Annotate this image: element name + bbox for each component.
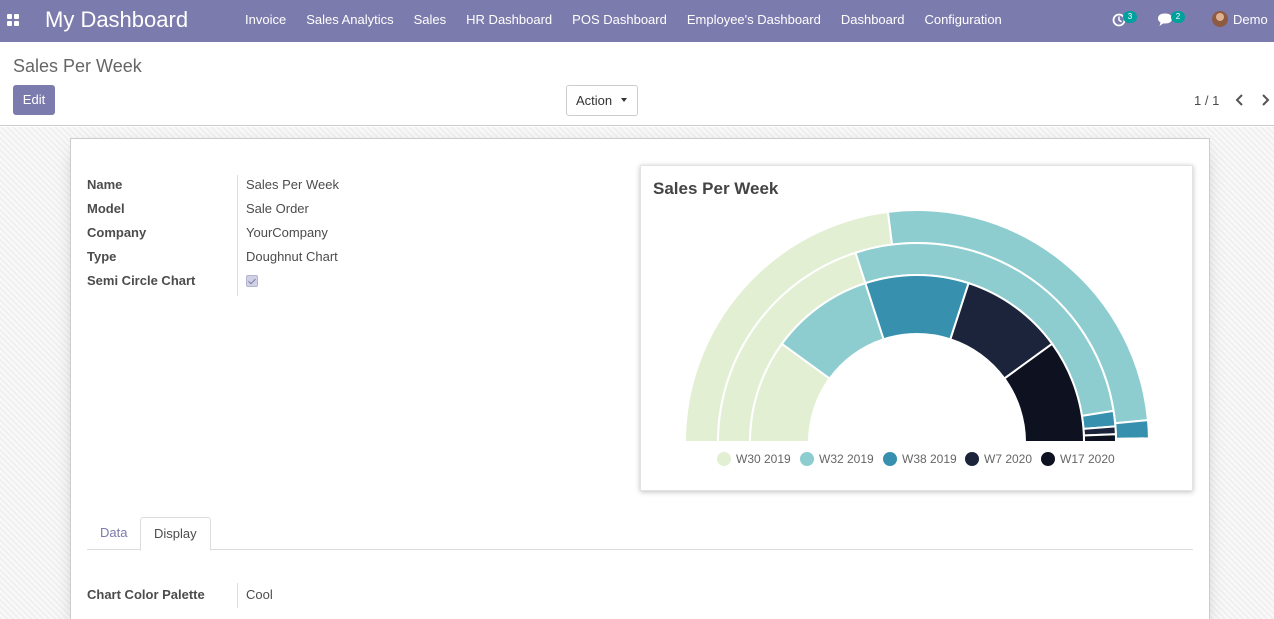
legend-label: W38 2019: [902, 452, 957, 466]
field-model: Model Sale Order: [87, 197, 587, 221]
action-dropdown-button[interactable]: Action: [566, 85, 638, 116]
edit-button[interactable]: Edit: [13, 85, 55, 115]
legend-label: W30 2019: [736, 452, 791, 466]
legend-swatch: [1041, 452, 1055, 466]
legend-item-w7-2020[interactable]: W7 2020: [965, 452, 1032, 466]
menu-item-hr-dashboard[interactable]: HR Dashboard: [466, 12, 553, 27]
legend-label: W17 2020: [1060, 452, 1115, 466]
legend-item-w38-2019[interactable]: W38 2019: [883, 452, 957, 466]
menu-item-invoice[interactable]: Invoice: [245, 12, 287, 27]
messaging-menu[interactable]: 2: [1155, 0, 1189, 42]
top-navbar: My Dashboard Invoice Sales Analytics Sal…: [0, 0, 1274, 42]
field-label: Chart Color Palette: [87, 587, 205, 602]
field-label: Name: [87, 177, 123, 192]
legend-label: W7 2020: [984, 452, 1032, 466]
field-label: Company: [87, 225, 147, 240]
menu-item-sales[interactable]: Sales: [413, 12, 447, 27]
chart-segment-w17-2020-ring-3[interactable]: [1002, 342, 1086, 443]
doughnut-chart: W30 2019 W32 2019 W38 2019 W7 2020 W17 2020: [683, 209, 1151, 466]
field-value: YourCompany: [246, 225, 328, 240]
notebook-tabs: Data Display: [87, 517, 1193, 551]
action-label: Action: [576, 93, 613, 108]
legend-item-w32-2019[interactable]: W32 2019: [800, 452, 874, 466]
field-type: Type Doughnut Chart: [87, 245, 587, 269]
menu-item-dashboard[interactable]: Dashboard: [840, 12, 905, 27]
chart-segment-w38-2019-ring-1[interactable]: [1114, 419, 1150, 440]
menu-item-sales-analytics[interactable]: Sales Analytics: [306, 12, 394, 27]
field-divider: [237, 583, 238, 608]
activity-menu[interactable]: 3: [1110, 0, 1140, 42]
field-name: Name Sales Per Week: [87, 173, 587, 197]
field-value: Cool: [246, 587, 273, 602]
apps-menu-icon[interactable]: [7, 14, 20, 27]
control-panel: Sales Per Week Edit Action 1 / 1: [0, 42, 1274, 126]
pager-previous-button[interactable]: [1232, 90, 1248, 110]
pager-next-button[interactable]: [1258, 90, 1274, 110]
form-sheet: Name Sales Per Week Model Sale Order Com…: [70, 138, 1210, 619]
user-avatar[interactable]: [1212, 11, 1228, 27]
chevron-right-icon: [1262, 94, 1270, 106]
field-company: Company YourCompany: [87, 221, 587, 245]
app-title: My Dashboard: [45, 7, 189, 32]
field-semi-circle-chart: Semi Circle Chart: [87, 269, 587, 293]
main-menu: Invoice Sales Analytics Sales HR Dashboa…: [235, 0, 1012, 42]
chart-segment-w17-2020-ring-1[interactable]: [1114, 439, 1151, 443]
field-value: Doughnut Chart: [246, 249, 338, 264]
legend-item-w30-2019[interactable]: W30 2019: [717, 452, 791, 466]
chevron-left-icon: [1235, 94, 1243, 106]
form-view-background: Name Sales Per Week Model Sale Order Com…: [0, 127, 1274, 619]
legend-swatch: [717, 452, 731, 466]
pager-value[interactable]: 1 / 1: [1194, 93, 1220, 108]
menu-item-configuration[interactable]: Configuration: [924, 12, 1002, 27]
field-divider: [237, 175, 238, 296]
chart-title: Sales Per Week: [653, 179, 779, 198]
field-value: Sales Per Week: [246, 177, 339, 192]
user-name[interactable]: Demo: [1233, 12, 1268, 27]
field-value: Sale Order: [246, 201, 309, 216]
messages-count-badge: 2: [1171, 11, 1185, 23]
field-label: Type: [87, 249, 117, 264]
legend-swatch: [800, 452, 814, 466]
field-chart-color-palette: Chart Color Palette Cool: [87, 583, 587, 609]
activity-count-badge: 3: [1123, 11, 1137, 23]
legend-swatch: [965, 452, 979, 466]
field-label: Semi Circle Chart: [87, 273, 196, 288]
chat-icon: [1158, 13, 1172, 26]
legend-item-w17-2020[interactable]: W17 2020: [1041, 452, 1115, 466]
semi-circle-checkbox[interactable]: [246, 275, 258, 287]
legend-swatch: [883, 452, 897, 466]
legend-label: W32 2019: [819, 452, 874, 466]
tab-data[interactable]: Data: [100, 525, 128, 540]
tab-display[interactable]: Display: [140, 517, 211, 551]
chart-preview-card: Sales Per Week W30 2019 W32 2019 W38 2019 W…: [640, 165, 1193, 491]
chart-segment-w17-2020-ring-2[interactable]: [1082, 433, 1118, 443]
caret-down-icon: [621, 98, 627, 102]
breadcrumb: Sales Per Week: [13, 56, 142, 76]
field-label: Model: [87, 201, 125, 216]
menu-item-employees-dashboard[interactable]: Employee's Dashboard: [686, 12, 821, 27]
menu-item-pos-dashboard[interactable]: POS Dashboard: [572, 12, 667, 27]
